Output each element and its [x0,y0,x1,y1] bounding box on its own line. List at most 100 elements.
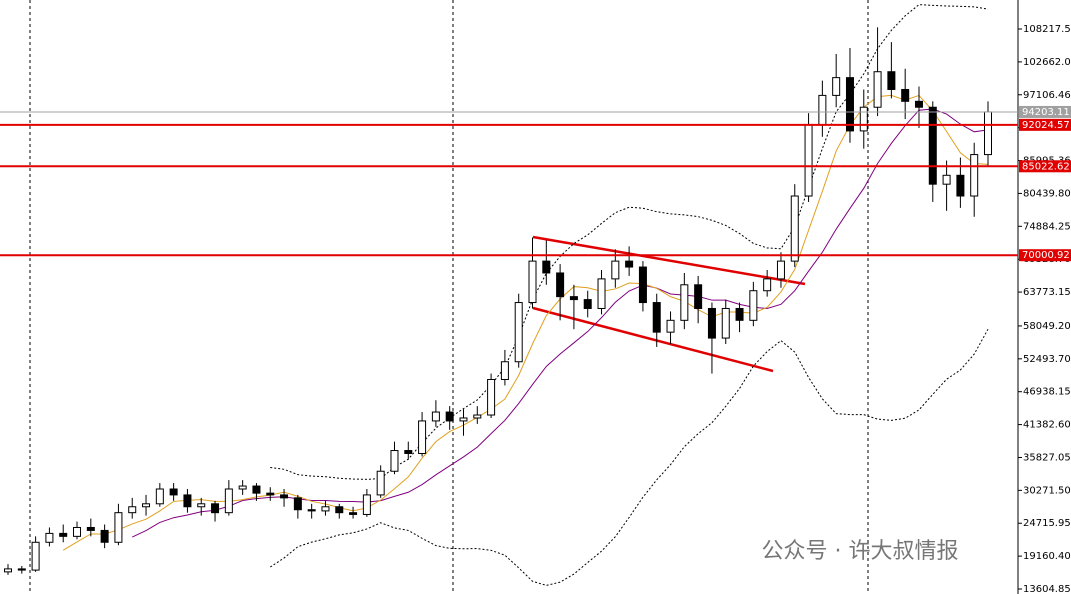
candle-body [17,568,26,571]
candle-body [680,284,689,321]
candle-body [694,284,703,309]
candle-body [556,272,565,298]
candle-body [404,450,413,454]
moving-average-slow [132,108,989,538]
candle-body [59,532,68,537]
level-line-label-box [1019,118,1071,131]
channel [532,235,806,373]
candle-body [211,503,220,514]
candle-body [73,526,82,537]
candle-body [197,503,206,508]
candle-body [928,106,937,185]
y-tick-label: 24715.95 [1023,518,1071,529]
candle-body [459,417,468,422]
level-line-label: 70000.92 [1022,250,1070,261]
candle-body [735,307,744,321]
candle-body [473,414,482,419]
channel-upper [532,235,806,286]
candle-body [31,541,40,571]
current-price-line-label: 94203.11 [1022,107,1070,118]
candle-body [335,506,344,514]
candle-body [942,174,951,185]
candle-body [984,111,992,156]
candle-body [652,302,661,333]
candle-body [86,526,95,531]
candle-body [611,260,620,280]
candle-body [431,411,440,422]
candle-body [528,260,537,304]
candle-body [4,568,12,573]
candle-body [362,494,371,515]
bollinger-band [269,328,989,586]
candle-body [832,77,841,96]
y-tick-label: 13604.85 [1023,584,1071,594]
candle-body [970,154,979,197]
moving-average-fast [62,94,989,551]
candle-body [293,497,302,511]
candle-body [638,266,647,304]
candle-body [956,174,965,197]
candle-body [666,319,675,333]
channel-lower [532,306,774,373]
y-tick-label: 35827.05 [1023,452,1071,463]
candle-body [155,488,164,505]
y-tick-label: 52493.70 [1023,354,1071,365]
candle-body [114,512,123,543]
candle-body [804,124,813,197]
y-tick-label: 46938.15 [1023,387,1071,398]
candle-body [349,512,358,515]
candle-body [390,450,399,472]
candle-body [45,532,54,543]
candle-body [100,529,109,543]
candle-body [487,379,496,416]
candle-body [887,71,896,90]
candle-body [776,260,785,280]
y-tick-label: 30271.50 [1023,485,1071,496]
candle-body [873,71,882,108]
candle-body [128,506,137,514]
y-tick-label: 58049.20 [1023,321,1071,332]
candle-body [818,94,827,126]
candle-body [280,494,289,499]
level-line-label-box [1019,249,1071,262]
candle-body [321,506,330,512]
candle-body [183,494,192,508]
candle-body [763,278,772,292]
candle-body [142,503,151,508]
y-tick-label: 102662.00 [1023,57,1071,68]
candle-body [418,420,427,454]
candle-body [445,411,454,422]
candle-body [597,278,606,309]
y-tick-label: 41382.60 [1023,420,1071,431]
candle-body [542,260,551,274]
y-tick-label: 97106.46 [1023,90,1071,101]
candle-body [625,260,634,268]
candle-body [914,100,923,108]
candle-body [845,77,854,132]
candle-body [500,361,509,381]
level-line-label: 85022.62 [1022,161,1070,172]
candle-body [169,488,178,496]
candle-body [266,492,275,496]
candle-body [307,509,316,512]
y-tick-label: 74884.25 [1023,221,1071,232]
candle-body [514,302,523,363]
y-tick-label: 19160.40 [1023,551,1071,562]
candle-body [224,488,233,514]
current-price-line-label-box [1019,105,1071,118]
candle-body [790,195,799,262]
candle-body [569,296,578,301]
y-tick-label: 80439.80 [1023,188,1071,199]
level-line-label: 92024.57 [1022,120,1070,131]
level-line-label-box [1019,160,1071,173]
candle-body [707,307,716,339]
candle-body [583,299,592,309]
candle-body [901,88,910,102]
y-tick-label: 108217.55 [1023,24,1071,35]
watermark: 公众号 · 许大叔情报 [762,539,959,564]
candle-body [749,290,758,321]
candle-body [721,307,730,339]
candle-body [238,485,247,490]
candle-body [859,106,868,132]
y-tick-label: 63773.15 [1023,287,1071,298]
